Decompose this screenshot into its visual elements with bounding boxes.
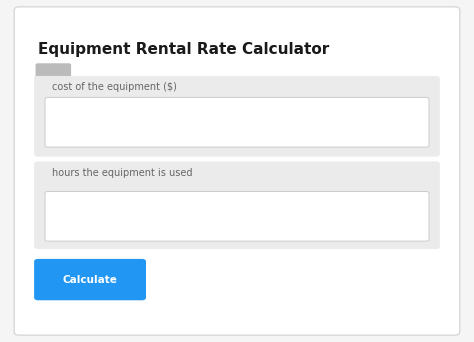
- Text: Equipment Rental Rate Calculator: Equipment Rental Rate Calculator: [38, 42, 329, 57]
- Text: cost of the equipment ($): cost of the equipment ($): [52, 82, 177, 92]
- FancyBboxPatch shape: [34, 161, 440, 249]
- FancyBboxPatch shape: [14, 7, 460, 335]
- FancyBboxPatch shape: [45, 97, 429, 147]
- FancyBboxPatch shape: [36, 63, 71, 82]
- FancyBboxPatch shape: [45, 192, 429, 241]
- Text: hours the equipment is used: hours the equipment is used: [52, 168, 192, 178]
- Text: Calculate: Calculate: [63, 275, 118, 285]
- FancyBboxPatch shape: [34, 259, 146, 300]
- FancyBboxPatch shape: [34, 76, 440, 157]
